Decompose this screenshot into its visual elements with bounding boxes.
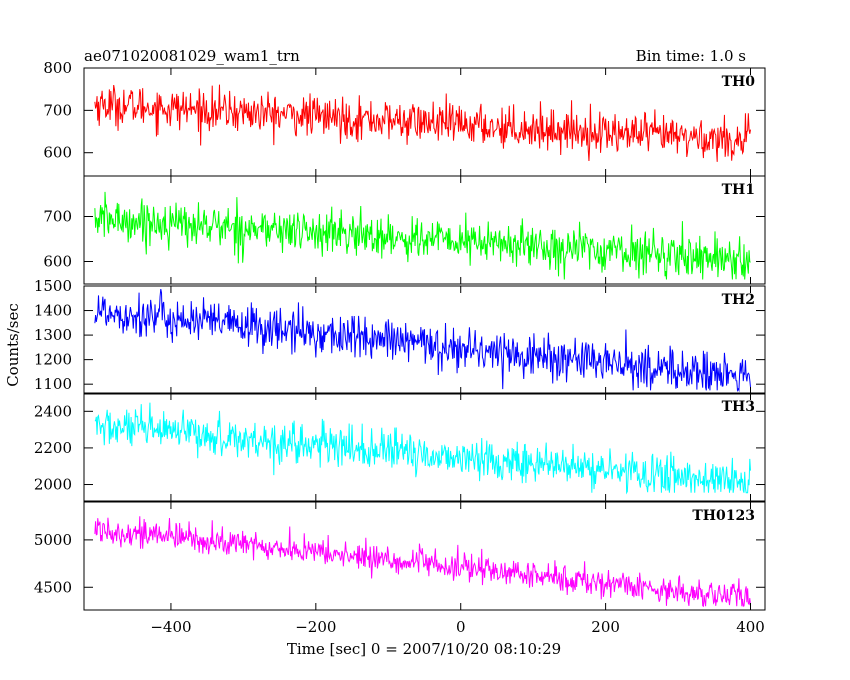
x-tick-label: −400 [150,618,191,636]
series-line-th1 [94,191,751,280]
y-tick-label: 600 [43,253,72,271]
bin-time-label: Bin time: 1.0 s [636,47,746,65]
panel-frame [83,285,766,395]
panel-label-th2: TH2 [722,292,755,308]
series-line-th0 [94,84,752,162]
y-tick-label: 2400 [34,402,72,420]
panel-th2: 1100 1200 1300 1400 1500 TH2 [34,277,766,395]
panel-th0: 600 700 800 TH0 [43,59,766,177]
panel-frame [83,501,766,611]
x-axis-title: Time [sec] 0 = 2007/10/20 08:10:29 [287,640,561,658]
y-tick-label: 700 [43,101,72,119]
y-tick-label: 2200 [34,439,72,457]
panel-label-th1: TH1 [722,182,755,198]
y-tick-label: 1100 [34,375,72,393]
y-tick-label: 4500 [34,578,72,596]
x-tick-label: 400 [736,618,765,636]
chart-title: ae071020081029_wam1_trn [84,47,300,65]
series-line-th0123 [94,516,752,608]
y-tick-label: 1200 [34,351,72,369]
x-tick-label: 0 [456,618,466,636]
y-tick-label: 1300 [34,326,72,344]
y-axis-title: Counts/sec [4,303,22,387]
y-tick-label: 1500 [34,277,72,295]
panel-frame [83,175,766,285]
y-tick-label: 800 [43,59,72,77]
panel-th3: 2000 2200 2400 TH3 [34,392,766,502]
panel-label-th3: TH3 [722,399,755,415]
x-tick-label: 200 [591,618,620,636]
y-tick-label: 700 [43,208,72,226]
panel-th0123: 4500 5000 TH0123 [34,501,766,611]
y-tick-label: 1400 [34,302,72,320]
y-tick-label: 600 [43,144,72,162]
x-axis: −400 −200 0 200 400 [150,618,764,636]
panel-frame [83,392,766,502]
x-tick-label: −200 [295,618,336,636]
panels-group: 600 700 800 TH0 600 700 TH1 1100 1200 1300 1400 150… [34,59,766,611]
panel-th1: 600 700 TH1 [43,175,766,285]
panel-label-th0: TH0 [722,74,756,90]
y-tick-label: 2000 [34,476,72,494]
series-line-th3 [94,402,752,495]
series-line-th2 [94,288,752,393]
y-tick-label: 5000 [34,531,72,549]
panel-label-th0123: TH0123 [692,508,755,524]
